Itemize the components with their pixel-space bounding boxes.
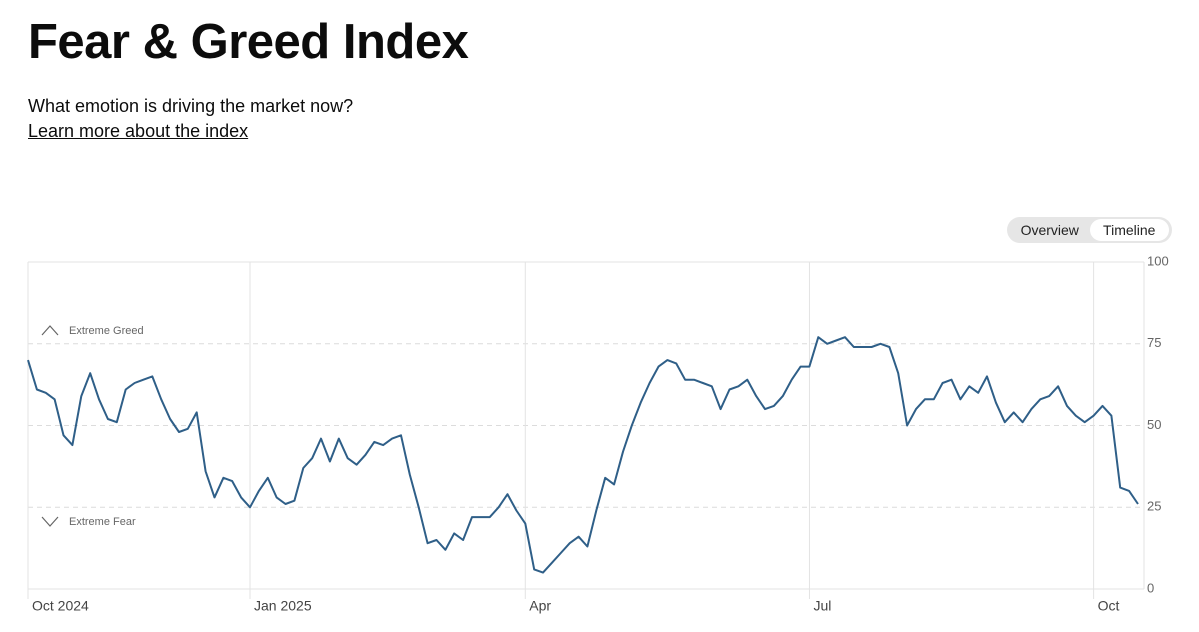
x-tick-label: Apr	[529, 598, 551, 614]
learn-more-link[interactable]: Learn more about the index	[28, 121, 249, 141]
x-tick-label: Jul	[813, 598, 831, 614]
x-tick-label: Oct	[1098, 598, 1120, 614]
y-tick-label: 75	[1147, 335, 1161, 350]
toggle-overview[interactable]: Overview	[1020, 222, 1079, 238]
annotation: Extreme Greed	[69, 325, 144, 337]
y-tick-label: 0	[1147, 580, 1154, 595]
subtitle: What emotion is driving the market now?	[28, 96, 354, 116]
annotation: Extreme Fear	[69, 516, 136, 528]
index-line	[27, 336, 1139, 574]
toggle-timeline[interactable]: Timeline	[1089, 219, 1169, 241]
y-tick-label: 100	[1147, 253, 1169, 268]
greed-arrow	[41, 325, 59, 336]
fear-arrow	[41, 516, 59, 527]
x-tick-label: Jan 2025	[254, 598, 312, 614]
y-tick-label: 50	[1147, 417, 1161, 432]
title: Fear & Greed Index	[28, 15, 469, 69]
x-tick-label: Oct 2024	[32, 598, 89, 614]
y-tick-label: 25	[1147, 499, 1161, 514]
view-toggle: Overview Timeline	[1007, 217, 1172, 243]
